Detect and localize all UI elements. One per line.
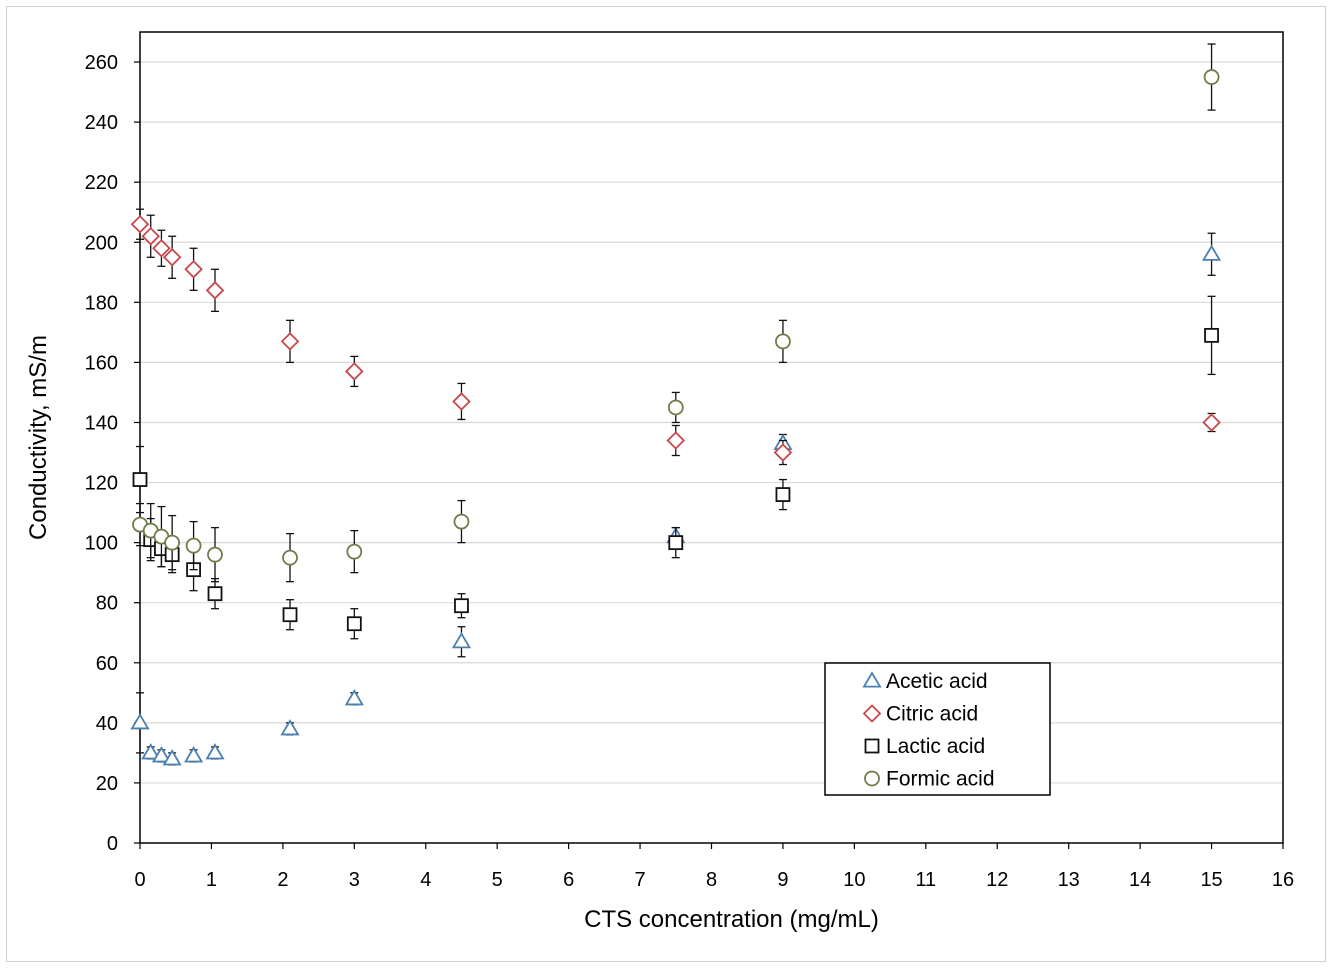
y-tick-label: 200 (85, 232, 118, 254)
legend-marker-diamond (862, 704, 882, 723)
x-tick-label: 12 (986, 869, 1008, 891)
data-point (667, 399, 684, 416)
data-point (282, 549, 298, 566)
series-formic-acid (132, 43, 1220, 583)
data-point (205, 743, 225, 760)
data-point (130, 713, 150, 730)
y-tick-label: 60 (96, 653, 118, 675)
y-tick-label: 240 (85, 112, 118, 134)
data-point (152, 238, 171, 258)
data-point (132, 472, 148, 487)
y-tick-label: 220 (85, 172, 118, 194)
legend-item: Lactic acid (864, 735, 985, 758)
data-point (162, 749, 182, 766)
data-point (666, 431, 686, 450)
legend-item: Formic acid (864, 768, 995, 791)
data-point (205, 281, 225, 300)
data-point (141, 226, 160, 246)
gridlines (140, 61, 1283, 784)
y-tick-label: 40 (96, 713, 118, 735)
data-point (344, 689, 364, 706)
y-tick-label: 160 (85, 352, 118, 374)
x-tick-label: 6 (563, 869, 574, 891)
data-point (452, 392, 471, 411)
x-tick-label: 13 (1058, 869, 1080, 891)
legend-item: Citric acid (862, 703, 978, 726)
chart-frame (6, 6, 1326, 962)
series-citric-acid (130, 208, 1221, 466)
series-lactic-acid (132, 295, 1219, 640)
data-point (454, 598, 469, 614)
data-point (1202, 413, 1221, 432)
y-tick-label: 120 (85, 473, 118, 495)
y-tick-label: 140 (85, 412, 118, 434)
data-point (1203, 69, 1220, 85)
y-tick-label: 20 (96, 773, 118, 795)
data-point (141, 743, 161, 760)
y-tick-label: 0 (107, 833, 118, 855)
legend-marker-circle (864, 770, 880, 787)
legend-label: Acetic acid (886, 670, 988, 693)
data-point (207, 586, 223, 602)
data-point (162, 248, 182, 267)
x-tick-label: 14 (1129, 869, 1151, 891)
legend-marker-triangle (862, 671, 882, 688)
data-point (282, 607, 298, 623)
legend-label: Formic acid (886, 768, 995, 791)
data-point (184, 260, 203, 279)
x-tick-label: 16 (1272, 869, 1294, 891)
data-point (773, 443, 793, 462)
data-point (207, 546, 223, 563)
data-point (775, 333, 791, 350)
data-point (185, 537, 202, 554)
data-point (184, 746, 204, 763)
legend-label: Citric acid (886, 703, 978, 726)
x-tick-label: 3 (349, 869, 360, 891)
y-tick-label: 80 (96, 593, 118, 615)
x-tick-label: 10 (843, 869, 865, 891)
x-tick-label: 8 (706, 869, 717, 891)
y-axis-title: Conductivity, mS/m (25, 335, 52, 540)
data-point (451, 631, 472, 649)
data-point (280, 332, 300, 351)
data-point (346, 616, 362, 632)
x-tick-label: 4 (420, 869, 431, 891)
y-tick-label: 100 (85, 533, 118, 555)
legend-label: Lactic acid (886, 735, 985, 758)
plot-area (139, 31, 1284, 844)
x-tick-label: 2 (277, 869, 288, 891)
x-axis-ticks: 0 1 2 3 4 5 6 7 8 9 10 11 12 13 14 15 16 (134, 843, 1294, 891)
data-point (151, 746, 172, 763)
data-point (1204, 327, 1219, 343)
data-point (164, 534, 181, 551)
x-tick-label: 9 (777, 869, 788, 891)
data-point (1201, 244, 1222, 261)
legend-item: Acetic acid (862, 670, 988, 693)
data-point (345, 362, 364, 381)
x-tick-label: 15 (1200, 869, 1222, 891)
data-point (346, 543, 363, 560)
legend-box (824, 662, 1051, 796)
y-tick-label: 180 (85, 292, 118, 314)
x-axis-title: CTS concentration (mg/mL) (584, 906, 879, 933)
x-tick-label: 7 (635, 869, 646, 891)
legend: Acetic acid Citric acid Lactic acid Formic … (824, 662, 1051, 796)
y-tick-label: 260 (85, 52, 118, 74)
data-point (668, 535, 684, 551)
series-acetic-acid (130, 232, 1222, 766)
series-layer (130, 43, 1222, 766)
x-tick-label: 1 (206, 869, 217, 891)
data-point (130, 214, 150, 234)
x-tick-label: 5 (492, 869, 503, 891)
data-point (280, 719, 300, 736)
data-point (453, 513, 470, 530)
data-point (775, 487, 791, 502)
legend-marker-square (864, 738, 880, 754)
x-tick-label: 0 (134, 869, 145, 891)
x-tick-label: 11 (915, 869, 936, 891)
y-axis-ticks: 0 20 40 60 80 100 120 140 160 180 200 220 240 260 (85, 52, 140, 855)
